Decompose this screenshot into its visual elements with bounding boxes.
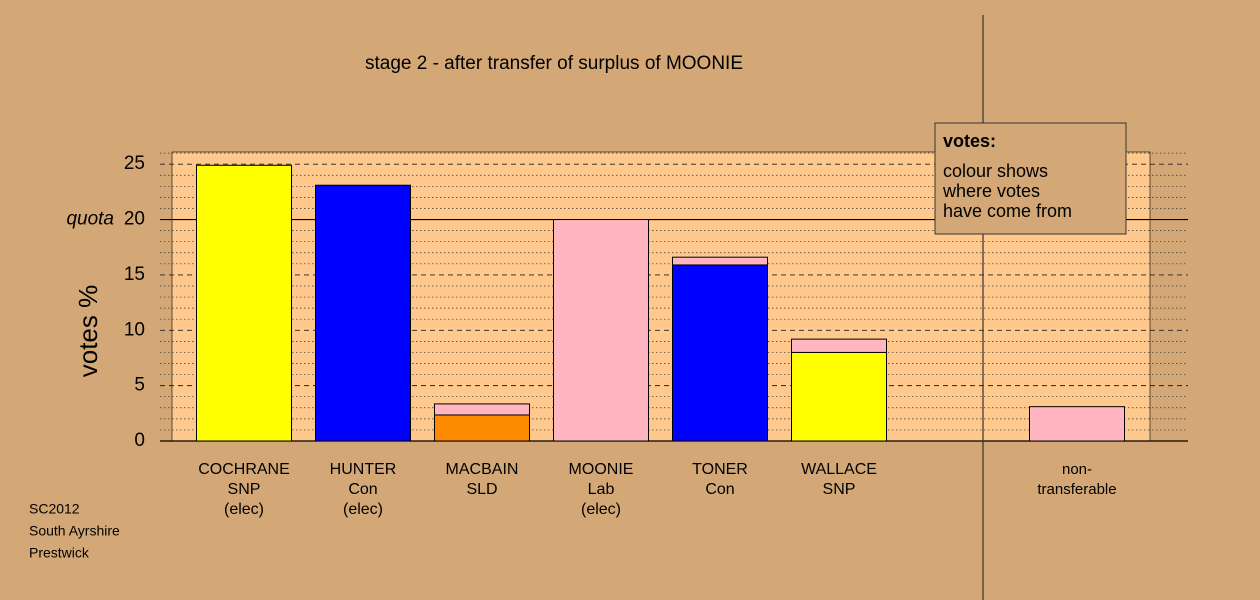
y-tick-label: 20 — [124, 209, 145, 230]
bar-segment — [196, 164, 292, 442]
y-tick-label: 5 — [134, 375, 145, 396]
legend-box — [934, 122, 1127, 235]
bar-segment — [791, 338, 887, 353]
y-tick-label: 10 — [124, 319, 145, 340]
x-tick-label: TONER — [692, 461, 748, 478]
x-tick-label: (elec) — [224, 501, 264, 518]
x-tick-label: Con — [348, 481, 377, 498]
x-tick-label: MACBAIN — [446, 461, 519, 478]
y-tick-label: 15 — [124, 264, 145, 285]
bar-segment — [1029, 406, 1125, 442]
footnote: South Ayrshire — [29, 523, 120, 539]
x-tick-label: SNP — [228, 481, 261, 498]
legend-text: have come from — [943, 201, 1072, 221]
bar-segment — [791, 351, 887, 442]
legend-title: votes: — [943, 131, 996, 151]
footnote: Prestwick — [29, 545, 90, 561]
x-tick-label: (elec) — [343, 501, 383, 518]
bar-segment — [434, 403, 530, 416]
y-tick-label: 25 — [124, 153, 145, 174]
y-tick-label: 0 — [134, 430, 145, 451]
bar-segment — [434, 414, 530, 442]
x-tick-label: SNP — [823, 481, 856, 498]
y-axis-label: votes % — [73, 285, 103, 378]
bar-segment — [672, 264, 768, 442]
x-tick-label: WALLACE — [801, 461, 877, 478]
legend-text: where votes — [942, 181, 1040, 201]
x-tick-label: non- — [1062, 461, 1092, 478]
x-tick-label: Lab — [588, 481, 615, 498]
bar-segment — [553, 219, 649, 442]
x-tick-label: transferable — [1037, 481, 1116, 498]
bar-segment — [672, 256, 768, 266]
x-tick-label: Con — [705, 481, 734, 498]
footnote: SC2012 — [29, 501, 80, 517]
x-tick-label: SLD — [466, 481, 497, 498]
x-tick-label: HUNTER — [330, 461, 397, 478]
quota-label: quota — [66, 209, 114, 230]
x-tick-label: MOONIE — [569, 461, 634, 478]
x-tick-label: COCHRANE — [198, 461, 290, 478]
legend-text: colour shows — [943, 161, 1048, 181]
x-tick-label: (elec) — [581, 501, 621, 518]
bar-segment — [315, 184, 411, 442]
chart-title: stage 2 - after transfer of surplus of M… — [365, 53, 743, 74]
